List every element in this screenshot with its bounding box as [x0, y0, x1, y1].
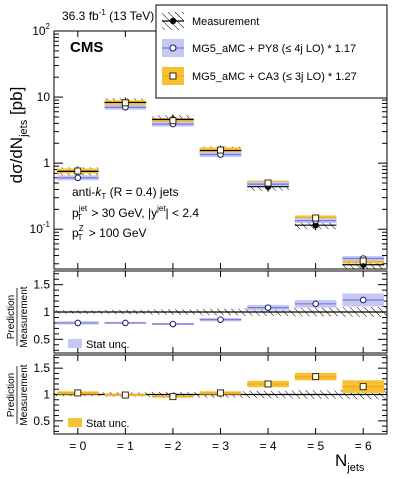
ca3-point: [169, 117, 177, 125]
ratio-ca3-ratio-point: [359, 383, 367, 391]
ca3-point: [312, 214, 320, 222]
main-y-tick-label-base: 10: [37, 90, 51, 104]
ratio-py8-ratio-point: [169, 320, 177, 328]
annotation-anti: anti-: [72, 185, 95, 199]
annotation-ptz-cut: > 100 GeV: [85, 226, 146, 240]
ca3-point: [264, 179, 272, 187]
x-tick-label: = 4: [260, 439, 277, 453]
ratio1-y-label-num: Prediction: [6, 295, 17, 339]
x-tick-label: = 6: [355, 439, 372, 453]
ratio-py8-ratio-point: [74, 319, 82, 327]
ratio-ca3-y-tick-label: 1.5: [33, 361, 50, 375]
ratio2-y-label-den: Measurement: [19, 364, 30, 425]
main-y-tick-label-base: 1: [43, 156, 50, 170]
main-y-tick-label: 10-1: [30, 220, 51, 236]
stat-unc-swatch-ca3: [68, 418, 82, 427]
ratio-py8-y-tick-label: 1.5: [33, 278, 50, 292]
annotation-pt-cut: > 30 GeV, |y: [88, 206, 157, 220]
lumi-exponent: -1: [99, 8, 107, 17]
main-y-tick-label: 10: [37, 90, 51, 104]
ratio-ca3-y-tick-label: 0.5: [33, 414, 50, 428]
ratio2-y-label-num: Prediction: [6, 373, 17, 417]
ratio-py8-ratio-point: [122, 319, 129, 327]
ratio-ca3-ratio-point: [74, 389, 82, 397]
main-y-axis-label: dσ/dNjets [pb]: [7, 87, 30, 184]
x-axis-label: Njets: [335, 451, 365, 474]
annotation-y-cut: | < 2.4: [166, 206, 200, 220]
ratio-ca3-ratio-point: [312, 373, 320, 381]
ratio-py8-ratio-point: [217, 316, 224, 323]
main-y-tick-label: 1: [43, 156, 50, 170]
legend-ca3-label: MG5_aMC + CA3 (≤ 3j LO) * 1.27: [192, 71, 357, 83]
main-y-tick-label-exp: -1: [43, 220, 51, 229]
legend-ca3-marker: [169, 72, 177, 80]
annotation-line-1: anti-kT (R = 0.4) jets: [72, 185, 179, 201]
ca3-point: [217, 146, 224, 154]
x-tick-label: = 2: [164, 439, 181, 453]
main-y-tick-label-exp: 2: [46, 22, 51, 31]
ratio-ca3-ratio-point: [217, 389, 224, 397]
lumi-value: 36.3 fb: [62, 9, 99, 23]
annotation-ptz-sup: Z: [79, 224, 84, 233]
ratio-py8-y-tick-label: 1: [43, 305, 50, 319]
annotation-ptz-sub: T: [78, 233, 83, 242]
ratio1-y-label-den: Measurement: [19, 286, 30, 347]
stat-unc-swatch-py8: [68, 339, 82, 348]
stat-unc-label-py8: Stat unc.: [86, 339, 129, 351]
ratio-py8-ratio-point: [359, 296, 367, 304]
ratio-py8-y-tick-label: 0.5: [33, 332, 50, 346]
annotation-pt-sub: T: [77, 213, 82, 222]
annotation-ptz: p: [72, 226, 79, 240]
legend-py8-marker: [169, 44, 177, 52]
ratio-py8-ratio-point: [264, 304, 272, 311]
ca3-point: [74, 167, 82, 175]
main-y-axis-label-unit: [pb]: [7, 87, 26, 120]
annotation-pt: p: [72, 206, 79, 220]
main-y-tick-label: 102: [32, 22, 50, 38]
main-y-axis-label-sub: jets: [18, 119, 30, 138]
legend-frame: [155, 4, 388, 99]
stat-unc-label-ca3: Stat unc.: [86, 418, 129, 430]
ratio-ca3-ratio-point: [169, 393, 177, 401]
x-tick-label: = 3: [212, 439, 229, 453]
lumi-energy: (13 TeV): [106, 9, 154, 23]
x-axis-label-n: N: [335, 451, 347, 470]
annotation-k-sub: T: [101, 192, 106, 201]
legend-py8-label: MG5_aMC + PY8 (≤ 4j LO) * 1.17: [192, 43, 356, 55]
lumi-label: 36.3 fb-1 (13 TeV): [62, 8, 154, 23]
annotation-pt-sup: jet: [78, 204, 88, 213]
x-tick-label: = 0: [69, 439, 86, 453]
ratio-ca3-ratio-point: [264, 380, 272, 388]
annotation-line-2: pjet T > 30 GeV, |yjet| < 2.4: [72, 204, 199, 222]
ca3-point: [121, 99, 129, 107]
annotation-y-sup: jet: [156, 204, 166, 213]
ratio-py8-ratio-point: [312, 300, 319, 308]
annotation-r: (R = 0.4) jets: [106, 185, 178, 199]
ratio-plot-py8: 0.5 1 1.5: [33, 270, 388, 354]
x-tick-label: = 5: [307, 439, 324, 453]
x-axis-label-sub: jets: [346, 462, 365, 474]
legend-measurement-marker: [169, 17, 177, 25]
legend: Measurement MG5_aMC + PY8 (≤ 4j LO) * 1.…: [155, 4, 388, 99]
main-y-axis-label-d: dσ/dN: [7, 137, 26, 183]
annotation-line-3: pZ T > 100 GeV: [72, 224, 147, 242]
main-y-tick-label-base: 10: [30, 222, 44, 236]
annotation-k: k: [95, 185, 102, 199]
x-tick-label: = 1: [117, 439, 134, 453]
ratio2-y-axis-label: Prediction Measurement: [6, 364, 30, 425]
main-y-tick-label-base: 10: [32, 24, 46, 38]
ratio-ca3-ratio-point: [121, 391, 129, 399]
ratio1-y-axis-label: Prediction Measurement: [6, 286, 30, 347]
legend-measurement-label: Measurement: [192, 16, 259, 28]
ratio-plot-ca3: 0.5 1 1.5 = 0 = 1 = 2 = 3 = 4 = 5 = 6: [33, 31, 388, 453]
experiment-label: CMS: [70, 39, 103, 56]
ratio-ca3-y-tick-label: 1: [43, 388, 50, 402]
py8-point: [74, 174, 82, 182]
measurement-point: [312, 222, 319, 229]
